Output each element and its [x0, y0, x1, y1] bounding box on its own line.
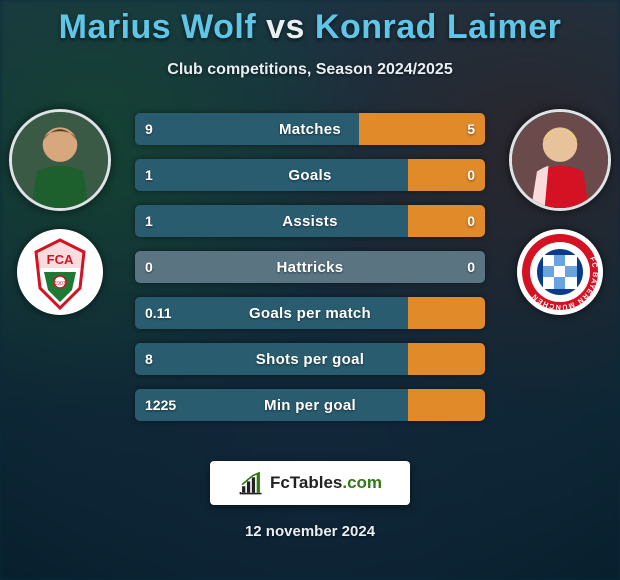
brand-text: FcTables.com	[270, 473, 382, 493]
club1-crest: FCA 1907	[17, 229, 103, 315]
player2-name: Konrad Laimer	[315, 8, 561, 46]
stats-bars: Matches95Goals10Assists10Hattricks00Goal…	[135, 113, 485, 421]
svg-text:FCA: FCA	[47, 252, 74, 267]
club1-crest-icon: FCA 1907	[20, 232, 100, 312]
stat-bar: Goals per match0.11	[135, 297, 485, 329]
club2-crest: FC BAYERN MÜNCHEN	[517, 229, 603, 315]
stat-bar: Hattricks0 0	[135, 251, 485, 283]
player2-silhouette-icon	[512, 112, 608, 208]
stat-value-right: 5	[457, 113, 485, 145]
stat-label: Matches	[135, 113, 485, 145]
stat-value-left: 1225	[135, 389, 186, 421]
stat-value-right	[465, 389, 485, 421]
player1-portrait	[9, 109, 111, 211]
left-player-column: FCA 1907	[0, 109, 120, 315]
stat-label: Min per goal	[135, 389, 485, 421]
stat-label: Hattricks	[135, 251, 485, 283]
stat-value-right	[465, 297, 485, 329]
player1-silhouette-icon	[12, 112, 108, 208]
player1-name: Marius Wolf	[59, 8, 257, 46]
club2-crest-icon: FC BAYERN MÜNCHEN	[520, 232, 600, 312]
brand-suffix: .com	[342, 473, 382, 492]
stat-value-left: 1	[135, 205, 163, 237]
stat-label: Goals per match	[135, 297, 485, 329]
brand-badge: FcTables.com	[210, 461, 410, 505]
stat-label: Goals	[135, 159, 485, 191]
right-player-column: FC BAYERN MÜNCHEN	[500, 109, 620, 315]
svg-text:1907: 1907	[54, 281, 65, 287]
stat-bar: Min per goal1225	[135, 389, 485, 421]
brand-chart-icon	[238, 470, 264, 496]
stat-value-left: 9	[135, 113, 163, 145]
stat-value-left: 1	[135, 159, 163, 191]
stat-bar: Matches9 5	[135, 113, 485, 145]
stat-value-right	[465, 343, 485, 375]
vs-text: vs	[266, 8, 305, 46]
stat-value-left: 8	[135, 343, 163, 375]
stat-bar: Goals1 0	[135, 159, 485, 191]
stat-bar: Shots per goal8	[135, 343, 485, 375]
comparison-title: Marius Wolf vs Konrad Laimer	[0, 0, 620, 47]
stat-value-left: 0.11	[135, 297, 181, 329]
stat-value-left: 0	[135, 251, 163, 283]
snapshot-date: 12 november 2024	[0, 523, 620, 540]
stat-value-right: 0	[457, 159, 485, 191]
stat-value-right: 0	[457, 205, 485, 237]
stat-bar: Assists1 0	[135, 205, 485, 237]
stat-label: Shots per goal	[135, 343, 485, 375]
player2-portrait	[509, 109, 611, 211]
stat-value-right: 0	[457, 251, 485, 283]
subtitle: Club competitions, Season 2024/2025	[0, 61, 620, 79]
brand-name: FcTables	[270, 473, 342, 492]
stat-label: Assists	[135, 205, 485, 237]
